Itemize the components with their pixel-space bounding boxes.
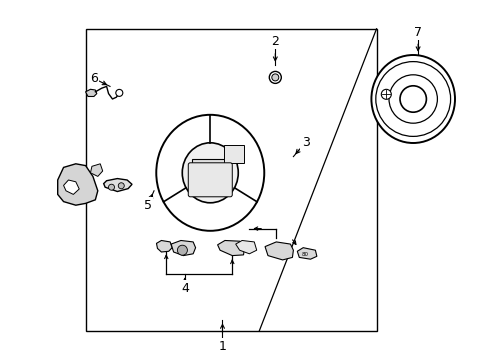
Polygon shape xyxy=(85,89,97,96)
Polygon shape xyxy=(103,179,132,192)
Text: 5: 5 xyxy=(143,199,151,212)
Bar xyxy=(85,29,376,331)
Polygon shape xyxy=(264,242,293,260)
Text: 7: 7 xyxy=(413,26,421,39)
Polygon shape xyxy=(156,240,172,252)
Polygon shape xyxy=(63,180,79,194)
Polygon shape xyxy=(58,164,98,205)
Circle shape xyxy=(381,89,390,99)
FancyBboxPatch shape xyxy=(188,163,232,197)
Circle shape xyxy=(108,184,114,190)
Polygon shape xyxy=(90,164,102,176)
Polygon shape xyxy=(235,240,256,254)
Bar xyxy=(192,159,228,187)
Circle shape xyxy=(116,89,122,96)
Text: 4: 4 xyxy=(181,282,188,294)
Polygon shape xyxy=(217,240,244,256)
Circle shape xyxy=(177,245,187,255)
Circle shape xyxy=(118,183,124,189)
Ellipse shape xyxy=(182,143,238,203)
Circle shape xyxy=(271,74,278,81)
Polygon shape xyxy=(297,248,316,259)
Text: 3: 3 xyxy=(301,136,309,149)
Polygon shape xyxy=(171,240,195,256)
Ellipse shape xyxy=(371,55,454,143)
Bar xyxy=(224,145,244,163)
Text: 80: 80 xyxy=(302,252,308,257)
Ellipse shape xyxy=(156,115,264,231)
Text: 6: 6 xyxy=(90,72,98,85)
Text: 1: 1 xyxy=(218,340,226,353)
Text: 2: 2 xyxy=(271,35,279,48)
Circle shape xyxy=(269,71,281,84)
